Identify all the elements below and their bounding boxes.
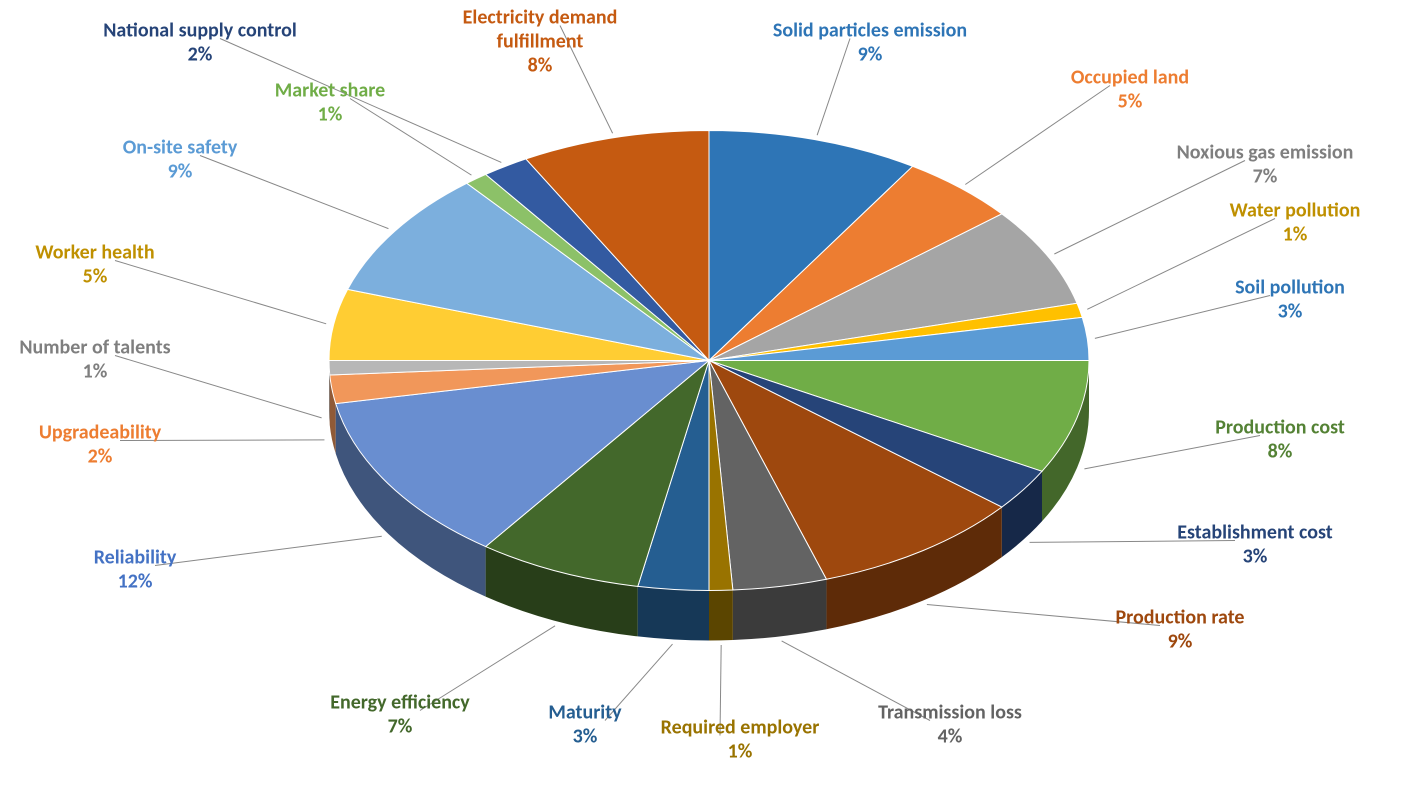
- slice-label: On-site safety9%: [60, 135, 300, 183]
- slice-label-name: Water pollution: [1175, 198, 1415, 222]
- slice-label-name: Electricity demand fulfillment: [420, 5, 660, 53]
- slice-label-pct: 1%: [1175, 222, 1415, 246]
- slice-label: Number of talents1%: [0, 335, 215, 383]
- slice-label-pct: 4%: [830, 724, 1070, 748]
- slice-label-name: Noxious gas emission: [1145, 140, 1385, 164]
- slice-label-name: Market share: [210, 78, 450, 102]
- slice-label: Establishment cost3%: [1135, 520, 1375, 568]
- slice-label-name: National supply control: [80, 18, 320, 42]
- slice-label-name: Production cost: [1160, 415, 1400, 439]
- slice-label: Upgradeability2%: [0, 420, 220, 468]
- slice-label: Noxious gas emission7%: [1145, 140, 1385, 188]
- slice-label: Energy efficiency7%: [280, 690, 520, 738]
- slice-label-pct: 5%: [1010, 89, 1250, 113]
- slice-label: Worker health5%: [0, 240, 215, 288]
- slice-label-pct: 8%: [420, 53, 660, 77]
- slice-label: Soil pollution3%: [1170, 275, 1410, 323]
- slice-label: Solid particles emission9%: [750, 18, 990, 66]
- slice-label-name: Establishment cost: [1135, 520, 1375, 544]
- slice-label: Transmission loss4%: [830, 700, 1070, 748]
- slice-label: Water pollution1%: [1175, 198, 1415, 246]
- slice-label: Reliability12%: [15, 545, 255, 593]
- slice-label: National supply control2%: [80, 18, 320, 66]
- slice-label-pct: 7%: [1145, 164, 1385, 188]
- slice-label-pct: 1%: [210, 102, 450, 126]
- slice-label-pct: 9%: [750, 42, 990, 66]
- slice-label-name: Upgradeability: [0, 420, 220, 444]
- pie-tops: [329, 130, 1089, 590]
- slice-label-pct: 12%: [15, 569, 255, 593]
- slice-label-pct: 2%: [0, 444, 220, 468]
- slice-label: Production rate9%: [1060, 605, 1300, 653]
- slice-label: Market share1%: [210, 78, 450, 126]
- slice-label-name: Reliability: [15, 545, 255, 569]
- slice-label-name: Number of talents: [0, 335, 215, 359]
- slice-label-name: Solid particles emission: [750, 18, 990, 42]
- slice-label-name: Production rate: [1060, 605, 1300, 629]
- slice-label-pct: 9%: [60, 159, 300, 183]
- slice-label-pct: 1%: [0, 359, 215, 383]
- slice-label-pct: 5%: [0, 264, 215, 288]
- slice-label-pct: 9%: [1060, 629, 1300, 653]
- slice-label-pct: 7%: [280, 714, 520, 738]
- slice-label-name: On-site safety: [60, 135, 300, 159]
- slice-label: Electricity demand fulfillment8%: [420, 5, 660, 77]
- slice-label-name: Worker health: [0, 240, 215, 264]
- slice-label-name: Occupied land: [1010, 65, 1250, 89]
- slice-label-name: Transmission loss: [830, 700, 1070, 724]
- slice-label-name: Soil pollution: [1170, 275, 1410, 299]
- slice-label-pct: 3%: [1170, 299, 1410, 323]
- slice-label: Occupied land5%: [1010, 65, 1250, 113]
- slice-label-pct: 2%: [80, 42, 320, 66]
- slice-label-pct: 3%: [1135, 544, 1375, 568]
- pie-chart-container: Solid particles emission9%Occupied land5…: [0, 0, 1418, 801]
- slice-label-name: Energy efficiency: [280, 690, 520, 714]
- slice-label: Production cost8%: [1160, 415, 1400, 463]
- slice-label-pct: 8%: [1160, 439, 1400, 463]
